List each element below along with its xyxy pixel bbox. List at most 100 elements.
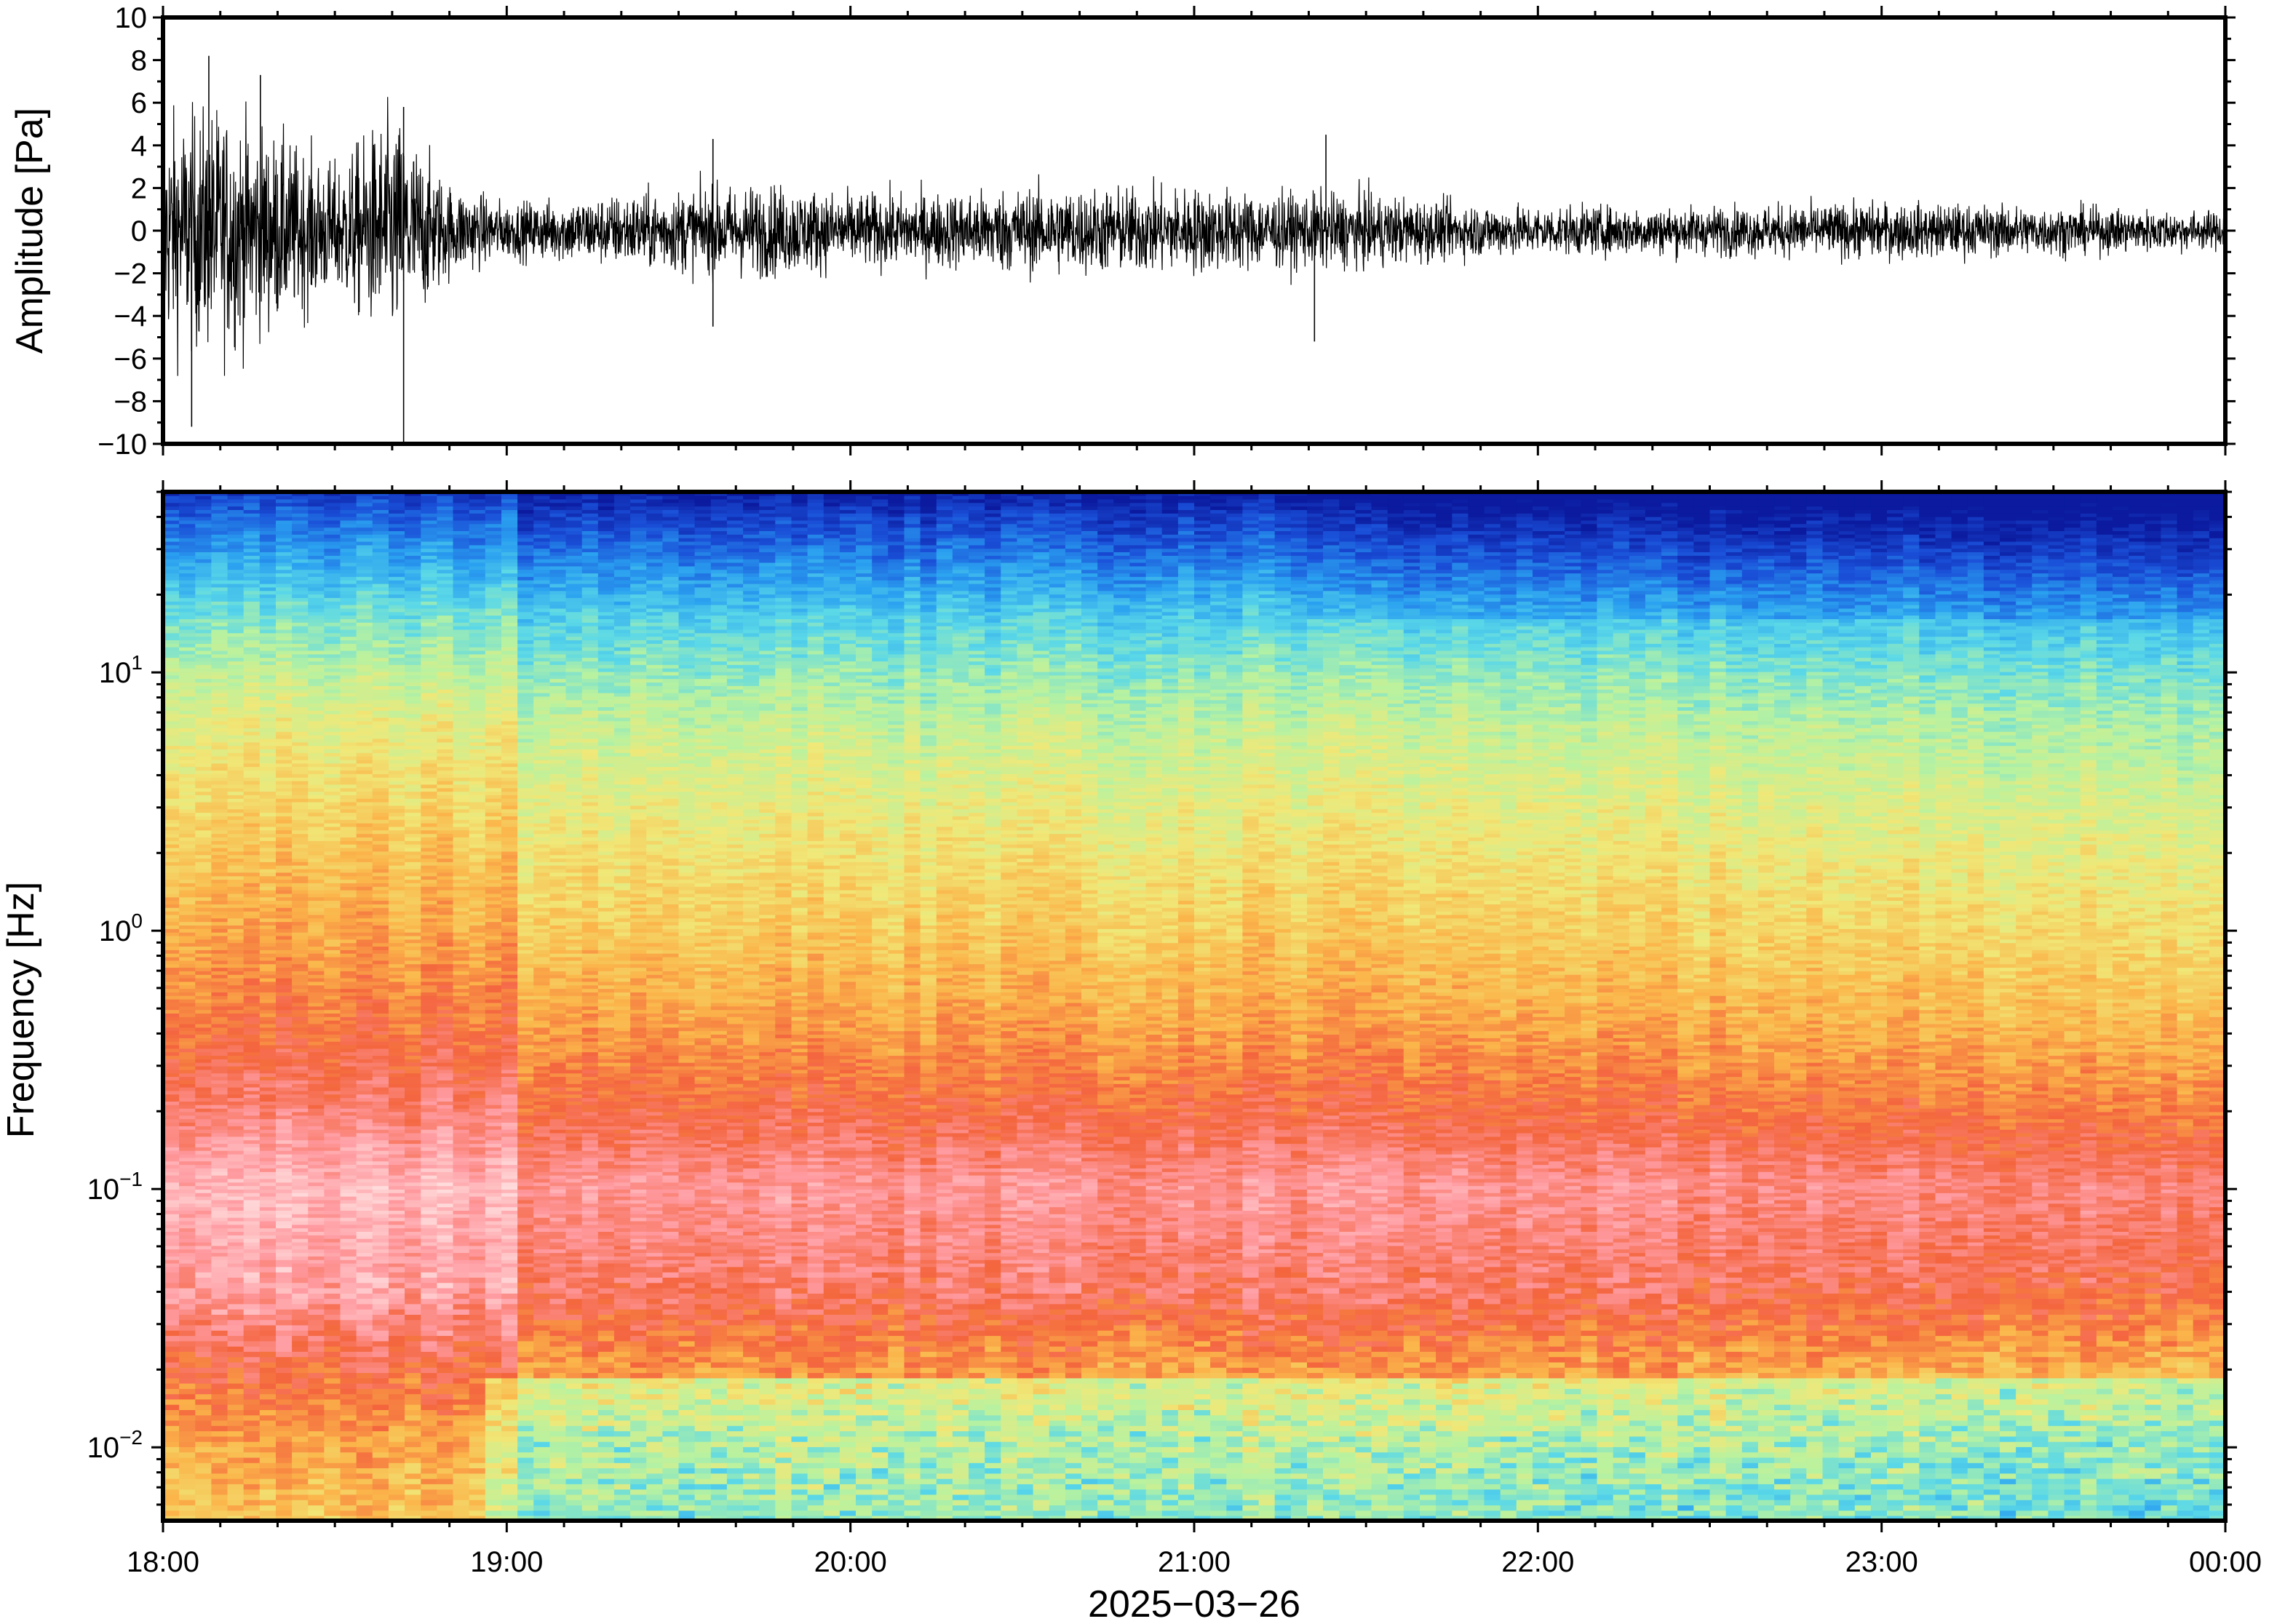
spectrogram-cell [244, 591, 261, 595]
spectrogram-cell [292, 760, 309, 764]
spectrogram-cell [389, 520, 405, 525]
spectrogram-cell [292, 1024, 309, 1028]
spectrogram-cell [276, 1126, 293, 1130]
spectrogram-cell [211, 1076, 228, 1080]
spectrogram-cell [341, 742, 357, 747]
spectrogram-cell [244, 1189, 261, 1193]
spectrogram-cell [228, 668, 245, 672]
amplitude-tick-label: 2 [131, 172, 147, 204]
spectrogram-cell [244, 1249, 261, 1254]
spectrogram-cell [260, 932, 277, 936]
spectrogram-cell [308, 584, 325, 588]
spectrogram-cell [341, 1256, 357, 1260]
spectrogram-cell [260, 1246, 277, 1250]
spectrogram-cell [389, 1272, 405, 1278]
spectrogram-cell [195, 823, 212, 827]
spectrogram-cell [244, 668, 261, 672]
spectrogram-cell [357, 739, 373, 743]
spectrogram-cell [373, 1196, 389, 1201]
spectrogram-cell [276, 809, 293, 813]
spectrogram-cell [260, 1143, 277, 1147]
spectrogram-cell [421, 1362, 437, 1368]
spectrogram-cell [421, 1091, 437, 1095]
spectrogram-cell [389, 742, 405, 747]
spectrogram-cell [341, 1500, 357, 1505]
spectrogram-cell [405, 1024, 421, 1028]
spectrogram-cell [211, 1404, 228, 1410]
spectrogram-cell [308, 682, 325, 686]
spectrogram-cell [163, 1055, 180, 1059]
spectrogram-cell [437, 816, 453, 820]
spectrogram-cell [195, 1168, 212, 1172]
spectrogram-cell [228, 953, 245, 958]
spectrogram-cell [260, 689, 277, 693]
spectrogram-cell [421, 1473, 437, 1479]
spectrogram-cell [228, 1478, 245, 1484]
spectrogram-cell [292, 524, 309, 528]
spectrogram-cell [276, 1399, 293, 1405]
spectrogram-cell [308, 495, 325, 500]
spectrogram-cell [195, 798, 212, 803]
spectrogram-cell [357, 760, 373, 764]
spectrogram-cell [308, 1030, 325, 1035]
spectrogram-cell [211, 809, 228, 813]
spectrogram-cell [324, 1473, 341, 1479]
spectrogram-cell [163, 693, 180, 697]
spectrogram-cell [308, 953, 325, 958]
spectrogram-cell [437, 1473, 453, 1479]
spectrogram-cell [244, 767, 261, 771]
spectrogram-cell [244, 967, 261, 971]
spectrogram-cell [308, 1094, 325, 1099]
spectrogram-cell [195, 964, 212, 968]
spectrogram-cell [421, 1330, 437, 1336]
spectrogram-cell [163, 950, 180, 954]
spectrogram-cell [163, 760, 180, 764]
spectrogram-cell [357, 1200, 373, 1204]
spectrogram-cell [276, 661, 293, 665]
spectrogram-cell [437, 1399, 453, 1405]
spectrogram-cell [179, 1027, 196, 1032]
spectrogram-cell [357, 1409, 373, 1415]
spectrogram-cell [195, 527, 212, 531]
spectrogram-cell [179, 1242, 196, 1246]
spectrogram-cell [276, 939, 293, 944]
spectrogram-cell [292, 798, 309, 803]
spectrogram-cell [341, 1372, 357, 1378]
spectrogram-cell [357, 982, 373, 986]
spectrogram-cell [195, 784, 212, 789]
spectrogram-cell [437, 605, 453, 609]
spectrogram-cell [341, 1446, 357, 1452]
spectrogram-cell [341, 559, 357, 563]
spectrogram-cell [389, 1080, 405, 1084]
spectrogram-cell [163, 1225, 180, 1229]
spectrogram-cell [163, 1115, 180, 1120]
spectrogram-cell [324, 812, 341, 816]
spectrogram-cell [228, 876, 245, 880]
spectrogram-cell [357, 816, 373, 820]
spectrogram-cell [195, 925, 212, 929]
spectrogram-cell [308, 506, 325, 510]
spectrogram-cell [179, 591, 196, 595]
spectrogram-cell [421, 1016, 437, 1021]
spectrogram-cell [405, 509, 421, 514]
spectrogram-cell [244, 1356, 261, 1362]
spectrogram-cell [373, 633, 389, 637]
spectrogram-cell [373, 1126, 389, 1130]
spectrogram-cell [389, 506, 405, 510]
spectrogram-cell [308, 573, 325, 577]
spectrogram-cell [244, 988, 261, 992]
spectrogram-cell [195, 513, 212, 517]
spectrogram-cell [260, 1009, 277, 1014]
spectrogram-cell [228, 932, 245, 936]
spectrogram-cell [211, 724, 228, 728]
spectrogram-cell [260, 594, 277, 598]
spectrogram-cell [179, 654, 196, 658]
spectrogram-cell [244, 971, 261, 975]
spectrogram-cell [437, 534, 453, 538]
spectrogram-cell [228, 1009, 245, 1014]
spectrogram-cell [276, 573, 293, 577]
spectrogram-cell [405, 622, 421, 626]
spectrogram-cell [437, 552, 453, 556]
spectrogram-cell [373, 643, 389, 648]
spectrogram-cell [421, 527, 437, 531]
